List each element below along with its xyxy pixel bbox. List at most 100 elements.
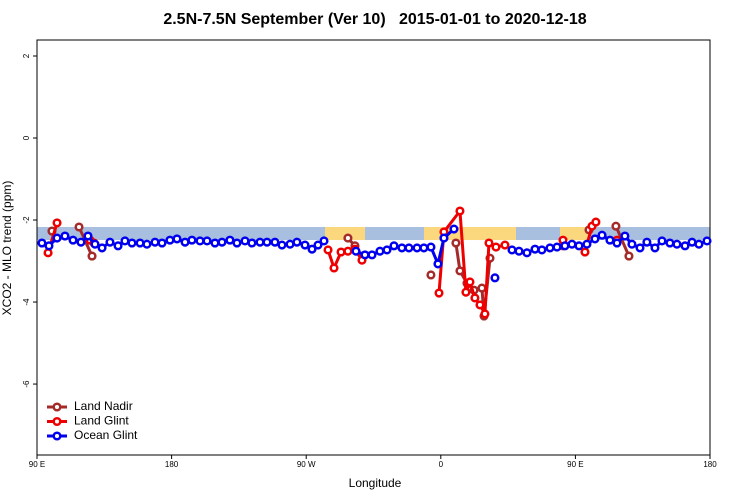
land-band	[560, 227, 590, 240]
data-point	[105, 237, 115, 247]
data-point	[343, 233, 353, 243]
data-point	[87, 251, 97, 261]
data-point	[210, 238, 220, 248]
legend-label: Land Glint	[74, 414, 129, 428]
data-point	[127, 238, 137, 248]
data-point	[560, 241, 570, 251]
y-axis-label: XCO2 - MLO trend (ppm)	[0, 181, 14, 316]
x-axis-label: Longitude	[349, 476, 402, 490]
y-tick-label: 2	[22, 53, 31, 58]
data-point	[74, 222, 84, 232]
data-point	[611, 221, 621, 231]
data-point	[336, 247, 346, 257]
data-point	[642, 237, 652, 247]
data-point	[120, 236, 130, 246]
data-point	[574, 241, 584, 251]
data-point	[490, 273, 500, 283]
data-point	[300, 240, 310, 250]
land-band	[424, 227, 516, 240]
plot-frame	[36, 39, 711, 456]
ocean-band	[37, 227, 710, 240]
data-point	[433, 259, 443, 269]
data-point	[52, 233, 62, 243]
data-point	[255, 237, 265, 247]
data-point	[135, 238, 145, 248]
data-point	[597, 230, 607, 240]
data-point	[461, 287, 471, 297]
land-band	[325, 227, 365, 240]
data-point	[68, 235, 78, 245]
data-point	[329, 263, 339, 273]
data-point	[567, 239, 577, 249]
data-point	[44, 241, 54, 251]
data-point	[157, 238, 167, 248]
y-tick-label: 0	[22, 135, 31, 140]
data-point	[451, 238, 461, 248]
data-point	[240, 236, 250, 246]
data-point	[247, 238, 257, 248]
data-point	[180, 237, 190, 247]
data-point	[522, 248, 532, 258]
data-point	[307, 244, 317, 254]
data-point	[680, 241, 690, 251]
data-point	[590, 234, 600, 244]
data-point	[702, 236, 712, 246]
data-point	[612, 238, 622, 248]
series-line	[77, 225, 631, 317]
data-point	[292, 237, 302, 247]
data-point	[389, 241, 399, 251]
data-point	[484, 238, 494, 248]
data-point	[627, 239, 637, 249]
data-point	[351, 246, 361, 256]
data-point	[225, 235, 235, 245]
data-point	[382, 245, 392, 255]
data-point	[319, 236, 329, 246]
series-line	[48, 211, 617, 314]
data-point	[165, 235, 175, 245]
legend-label: Ocean Glint	[74, 428, 138, 442]
data-point	[650, 243, 660, 253]
data-point	[480, 309, 490, 319]
data-point	[76, 237, 86, 247]
data-point	[419, 243, 429, 253]
y-tick-label: -6	[22, 380, 31, 388]
data-point	[530, 244, 540, 254]
data-point	[313, 240, 323, 250]
y-tick-label: -4	[22, 298, 31, 306]
data-point	[434, 288, 444, 298]
data-point	[397, 243, 407, 253]
data-point	[491, 242, 501, 252]
data-point	[545, 243, 555, 253]
data-point	[475, 300, 485, 310]
data-point	[605, 235, 615, 245]
data-point	[449, 224, 459, 234]
legend-marker	[52, 402, 62, 412]
data-point	[500, 240, 510, 250]
data-point	[83, 231, 93, 241]
x-tick-label: 90 E	[29, 460, 45, 469]
data-point	[37, 238, 47, 248]
data-point	[375, 246, 385, 256]
x-tick-label: 180	[703, 460, 717, 469]
data-point	[404, 243, 414, 253]
data-point	[113, 241, 123, 251]
x-tick-label: 90 W	[297, 460, 316, 469]
legend-label: Land Nadir	[74, 399, 133, 413]
data-point	[582, 239, 592, 249]
data-point	[323, 245, 333, 255]
data-point	[150, 237, 160, 247]
data-point	[195, 236, 205, 246]
data-point	[52, 218, 62, 228]
data-point	[665, 238, 675, 248]
data-point	[217, 237, 227, 247]
data-point	[60, 231, 70, 241]
data-point	[97, 243, 107, 253]
data-point	[507, 245, 517, 255]
data-point	[580, 247, 590, 257]
data-point	[514, 246, 524, 256]
data-point	[552, 242, 562, 252]
data-point	[624, 251, 634, 261]
data-point	[412, 243, 422, 253]
